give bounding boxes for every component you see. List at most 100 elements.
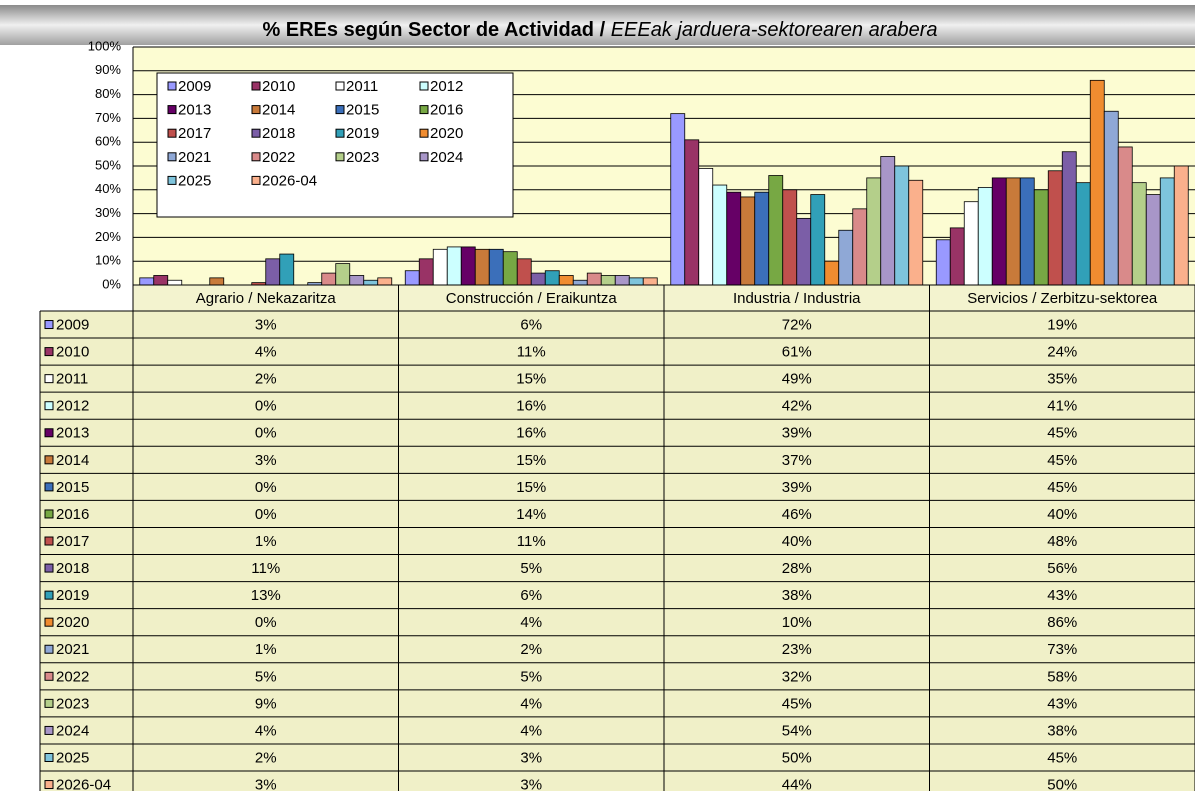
legend-label: 2021 [178, 149, 211, 166]
bar [880, 156, 896, 286]
legend-key [167, 128, 177, 138]
bar [1173, 165, 1189, 286]
table-cell: 11% [517, 533, 546, 550]
table-cell: 50% [782, 749, 812, 766]
bar [698, 167, 714, 286]
legend-label: 2014 [262, 102, 295, 119]
table-row-label: 2020 [56, 614, 89, 631]
table-cell: 3% [520, 749, 542, 766]
chart-title: % EREs según Sector de Actividad / EEEak… [262, 19, 937, 41]
legend-key [419, 152, 429, 162]
bar [1005, 177, 1021, 286]
table-cell: 5% [520, 560, 542, 577]
table-cell: 15% [516, 371, 546, 388]
table-cell: 42% [782, 398, 812, 415]
table-cell: 45% [782, 695, 812, 712]
bar [544, 270, 560, 286]
table-row-label: 2023 [56, 695, 89, 712]
legend-key [251, 105, 261, 115]
bar [963, 201, 979, 286]
table-cell: 6% [520, 587, 542, 604]
bar [894, 165, 910, 286]
bar [1103, 110, 1119, 286]
legend-label: 2025 [178, 172, 211, 189]
bar [516, 258, 532, 286]
title-main: % EREs según Sector de Actividad / [262, 19, 605, 41]
table-cell: 6% [520, 316, 542, 333]
table-cell: 15% [516, 479, 546, 496]
title-band [0, 5, 1195, 45]
legend-label: 2024 [430, 149, 463, 166]
bar [502, 251, 518, 286]
x-tick-label: Agrario / Nekazaritza [196, 290, 337, 307]
table-cell: 3% [255, 777, 277, 791]
table-row-label: 2021 [56, 641, 89, 658]
bar [782, 189, 798, 286]
bar [949, 227, 965, 286]
bar [349, 275, 365, 286]
legend-key [167, 152, 177, 162]
table-cell: 45% [1047, 479, 1077, 496]
y-tick-label: 0% [102, 276, 121, 291]
table-cell: 49% [782, 371, 812, 388]
table-cell: 4% [520, 614, 542, 631]
table-row-label: 2025 [56, 749, 89, 766]
bar [335, 263, 351, 286]
bar [1061, 151, 1077, 286]
data-table: Agrario / Nekazaritza Construcción / Erai… [39, 284, 1195, 791]
table-cell: 44% [782, 777, 812, 791]
bar [1075, 182, 1091, 286]
legend-label: 2016 [430, 102, 463, 119]
table-cell: 15% [516, 452, 546, 469]
bar [810, 194, 826, 286]
bar [991, 177, 1007, 286]
legend-key [251, 152, 261, 162]
legend-key [419, 81, 429, 91]
table-cell: 43% [1047, 587, 1077, 604]
bar [321, 272, 337, 286]
legend-label: 2012 [430, 78, 463, 95]
bar [838, 229, 854, 286]
bar [754, 191, 770, 286]
legend: 2009 2010 2011 2012 2013 2014 2015 2016 2017 2018… [156, 72, 514, 218]
legend-label: 2020 [430, 125, 463, 142]
table-cell: 41% [1047, 398, 1077, 415]
table-cell: 9% [255, 695, 277, 712]
table-cell: 28% [782, 560, 812, 577]
table-legend-key [44, 428, 54, 438]
bar [460, 246, 476, 286]
bar [279, 253, 295, 286]
table-cell: 14% [516, 506, 546, 523]
table-cell: 5% [520, 668, 542, 685]
table-row-label: 2017 [56, 533, 89, 550]
bar [908, 179, 924, 286]
table-cell: 38% [782, 587, 812, 604]
bar [1047, 170, 1063, 286]
table-cell: 4% [520, 722, 542, 739]
legend-key [167, 175, 177, 185]
bar [572, 279, 588, 286]
legend-key [167, 81, 177, 91]
x-tick-label: Industria / Industria [733, 290, 861, 307]
table-cell: 19% [1047, 316, 1077, 333]
table-legend-key [44, 509, 54, 519]
bar [824, 260, 840, 286]
table-cell: 4% [255, 344, 277, 361]
table-row-label: 2015 [56, 479, 89, 496]
legend-label: 2010 [262, 78, 295, 95]
bar [1145, 194, 1161, 286]
table-legend-key [44, 374, 54, 384]
bar [796, 217, 812, 286]
x-tick-label: Servicios / Zerbitzu-sektorea [967, 290, 1158, 307]
legend-label: 2017 [178, 125, 211, 142]
table-cell: 48% [1047, 533, 1077, 550]
table-cell: 11% [517, 344, 546, 361]
table-cell: 32% [782, 668, 812, 685]
bar [363, 279, 379, 286]
table-row-label: 2011 [56, 371, 88, 388]
table-cell: 45% [1047, 749, 1077, 766]
table-cell: 46% [782, 506, 812, 523]
table-legend-key [44, 563, 54, 573]
